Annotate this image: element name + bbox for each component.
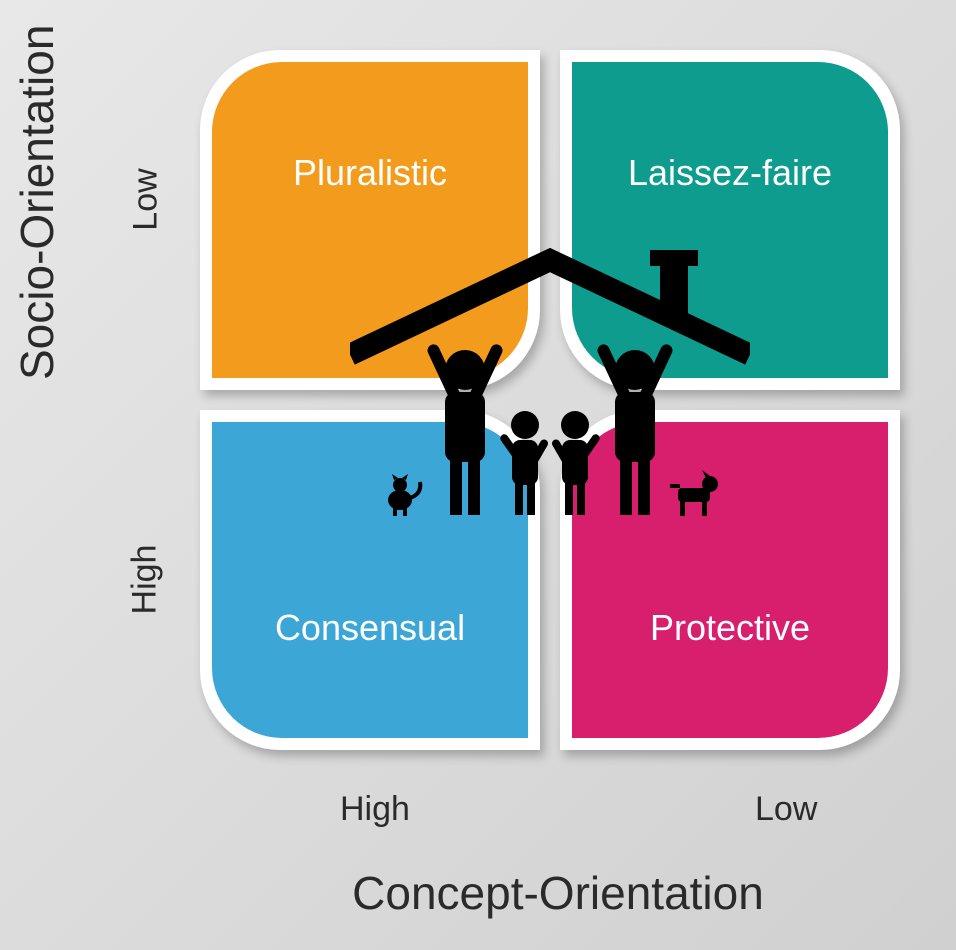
y-tick-high: High — [125, 545, 164, 615]
x-tick-low: Low — [755, 790, 817, 829]
y-tick-low: Low — [127, 168, 166, 230]
x-tick-high: High — [340, 790, 410, 829]
quadrant-bottom-right: Protective — [560, 410, 900, 750]
quadrant-bottom-left: Consensual — [200, 410, 540, 750]
quadrant-label: Protective — [572, 607, 888, 649]
quadrant-label: Consensual — [212, 607, 528, 649]
quadrant-matrix: Pluralistic Laissez-faire Consensual Pro… — [200, 50, 900, 750]
quadrant-top-left: Pluralistic — [200, 50, 540, 390]
y-axis-label: Socio-Orientation — [10, 25, 64, 380]
quadrant-top-right: Laissez-faire — [560, 50, 900, 390]
quadrant-label: Laissez-faire — [572, 152, 888, 194]
x-axis-label: Concept-Orientation — [0, 866, 956, 920]
quadrant-label: Pluralistic — [212, 152, 528, 194]
